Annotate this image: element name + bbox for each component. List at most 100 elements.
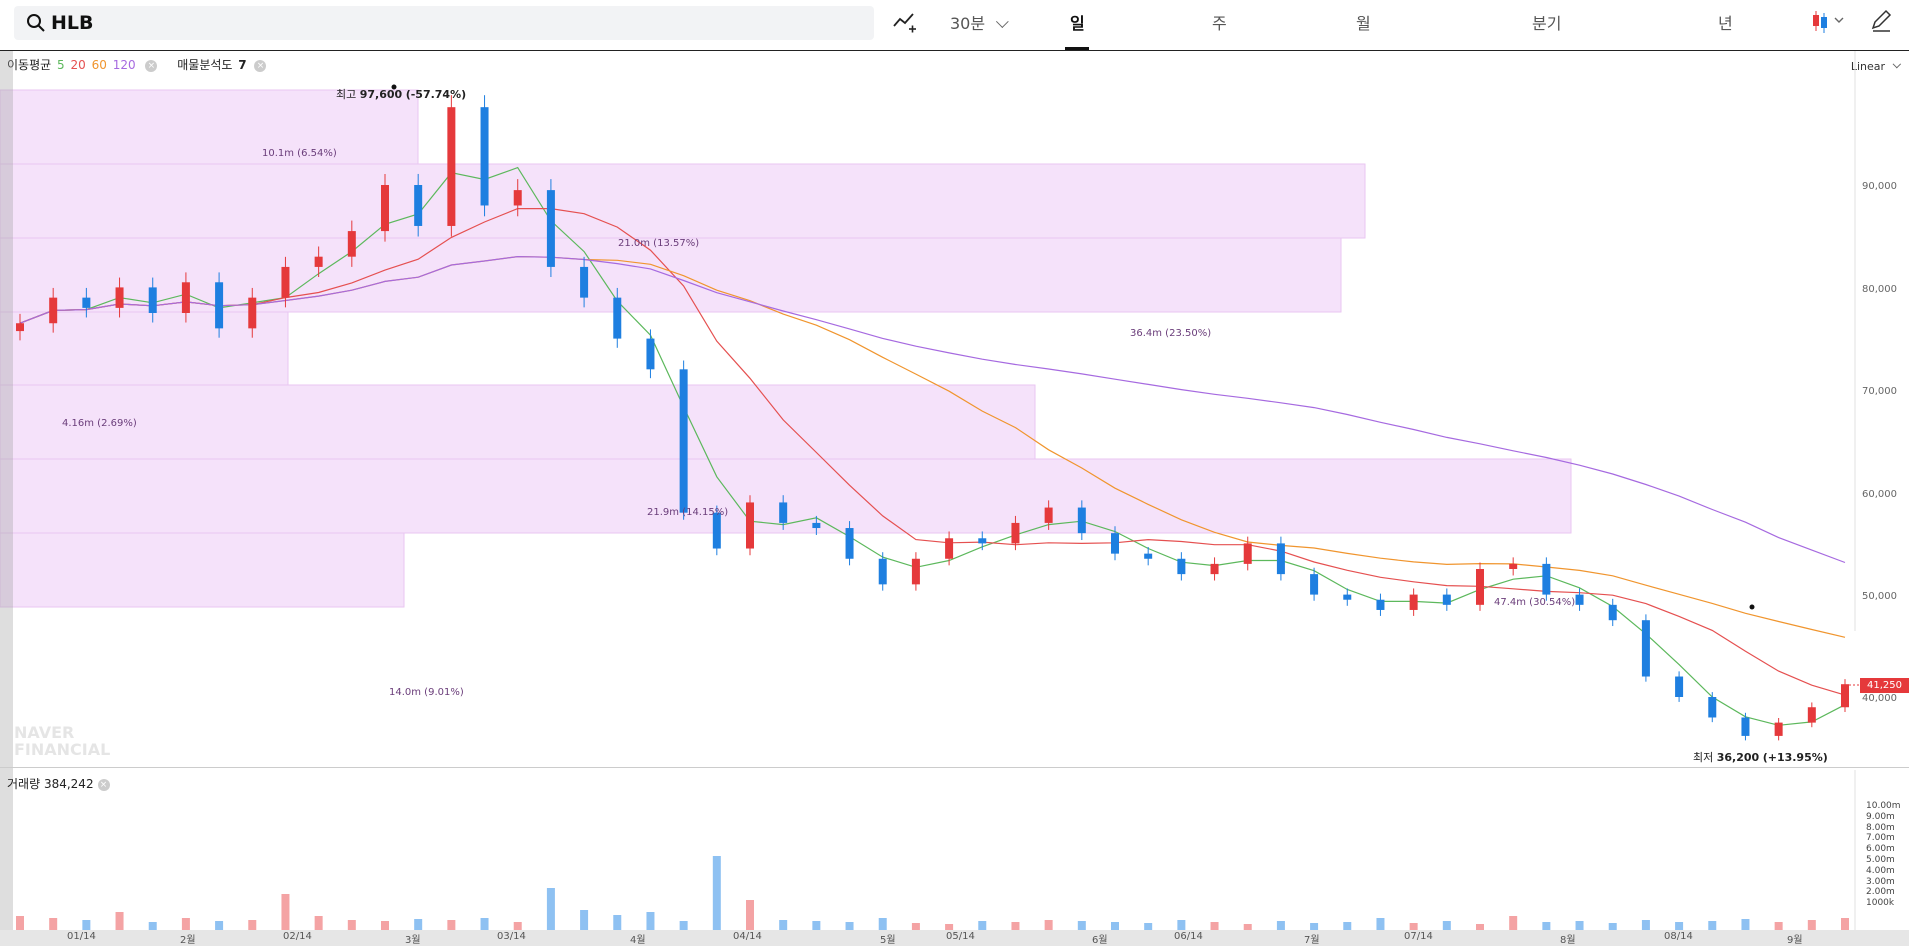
candle-body bbox=[878, 558, 887, 585]
candles bbox=[16, 95, 1849, 741]
time-tick: 8월 bbox=[1560, 935, 1576, 946]
candle-body bbox=[1011, 522, 1020, 544]
candle-body bbox=[1111, 533, 1119, 554]
profile-bar bbox=[0, 163, 1366, 239]
search-box[interactable]: HLB bbox=[14, 6, 874, 40]
interval-dropdown[interactable]: 30분 bbox=[950, 10, 1009, 34]
chevron-down-icon bbox=[996, 15, 1009, 29]
profile-label: 14.0m (9.01%) bbox=[389, 687, 464, 698]
volume-bar bbox=[1608, 923, 1617, 930]
volume-bar bbox=[1575, 921, 1584, 930]
ma-line-20 bbox=[19, 208, 1846, 696]
candle-body bbox=[1841, 684, 1849, 708]
candle-body bbox=[1343, 594, 1352, 600]
volume-bar bbox=[148, 922, 157, 930]
candle-body bbox=[1210, 563, 1219, 575]
candle-body bbox=[248, 297, 257, 329]
time-tick: 3월 bbox=[405, 935, 421, 946]
candle-body bbox=[1243, 543, 1252, 564]
volume-bar bbox=[845, 922, 854, 930]
time-tick: 2월 bbox=[180, 935, 196, 946]
search-input[interactable]: HLB bbox=[51, 12, 94, 34]
volume-bar bbox=[1774, 922, 1783, 930]
tab-day[interactable]: 일 bbox=[1070, 14, 1085, 33]
profile-label: 21.0m (13.57%) bbox=[618, 238, 700, 249]
volume-bar bbox=[646, 912, 655, 930]
close-icon[interactable]: × bbox=[254, 60, 267, 72]
ma-line-120 bbox=[19, 255, 1846, 564]
watermark-line: FINANCIAL bbox=[14, 740, 111, 759]
ma-legend-label: 이동평균 bbox=[7, 58, 52, 72]
candle-body bbox=[1177, 558, 1186, 575]
ma-period-120: 120 bbox=[112, 58, 136, 72]
pencil-icon[interactable] bbox=[1868, 8, 1894, 34]
profile-label: 10.1m (6.54%) bbox=[262, 148, 337, 159]
time-tick: 06/14 bbox=[1174, 931, 1203, 942]
time-tick: 04/14 bbox=[733, 931, 762, 942]
volume-tick: 5.00m bbox=[1866, 855, 1895, 865]
volume-bar bbox=[945, 924, 954, 930]
volume-bar bbox=[1077, 921, 1086, 930]
time-tick: 05/14 bbox=[946, 931, 975, 942]
scale-mode-dropdown[interactable]: Linear bbox=[1851, 59, 1902, 73]
volume-profile bbox=[0, 89, 1572, 608]
low-annotation: 최저 36,200 (+13.95%) bbox=[1693, 749, 1828, 765]
tab-week[interactable]: 주 bbox=[1212, 14, 1227, 33]
tab-year[interactable]: 년 bbox=[1718, 14, 1733, 33]
volume-bar bbox=[779, 920, 788, 930]
volume-bar bbox=[215, 921, 224, 930]
candle-body bbox=[148, 287, 157, 313]
tab-month[interactable]: 월 bbox=[1356, 14, 1371, 33]
pane-divider[interactable] bbox=[0, 767, 1909, 768]
candle-body bbox=[746, 502, 754, 549]
close-icon[interactable]: × bbox=[145, 60, 158, 72]
profile-label: 21.9m (14.15%) bbox=[647, 507, 729, 518]
high-annotation: 최고 97,600 (-57.74%) bbox=[336, 86, 466, 102]
candle-body bbox=[1509, 563, 1518, 569]
volume-tick: 4.00m bbox=[1866, 865, 1895, 876]
naver-financial-watermark: NAVER FINANCIAL bbox=[14, 724, 110, 758]
moving-average-lines bbox=[19, 166, 1846, 726]
high-marker bbox=[391, 84, 397, 90]
candle-body bbox=[646, 338, 655, 370]
volume-legend: 거래량 384,242 × bbox=[7, 775, 110, 792]
volume-bar bbox=[49, 918, 58, 930]
low-marker bbox=[1749, 604, 1755, 610]
volume-bar bbox=[115, 912, 124, 930]
profile-bar bbox=[0, 311, 289, 387]
volume-chart[interactable] bbox=[0, 770, 1909, 930]
time-tick: 5월 bbox=[880, 935, 896, 946]
chart-draw-icon[interactable] bbox=[892, 8, 918, 34]
volume-bar bbox=[1243, 924, 1252, 930]
volume-bar bbox=[1276, 921, 1285, 930]
price-chart[interactable] bbox=[0, 51, 1909, 767]
volume-bar bbox=[480, 918, 489, 930]
top-toolbar: HLB 30분 일 주 월 분기 년 bbox=[0, 0, 1909, 51]
volume-tick: 9.00m bbox=[1866, 811, 1895, 822]
candle-body bbox=[945, 538, 954, 559]
active-tab-indicator bbox=[1065, 47, 1089, 50]
candle-body bbox=[1641, 620, 1650, 677]
ma-period-60: 60 bbox=[91, 58, 107, 72]
volume-bar bbox=[1376, 918, 1385, 930]
candle-body bbox=[314, 256, 323, 267]
volume-bar bbox=[1542, 922, 1551, 930]
candle-body bbox=[845, 528, 854, 559]
candle-body bbox=[679, 369, 688, 513]
price-tick: 70,000 bbox=[1862, 386, 1897, 397]
volume-bar bbox=[381, 921, 389, 930]
candle-body bbox=[812, 522, 821, 529]
volume-bar bbox=[712, 856, 721, 930]
candle-body bbox=[1774, 722, 1783, 736]
tab-quarter[interactable]: 분기 bbox=[1532, 14, 1562, 33]
profile-label: 4.16m (2.69%) bbox=[62, 418, 137, 429]
candle-body bbox=[1376, 599, 1385, 610]
low-pct: (+13.95%) bbox=[1762, 751, 1828, 764]
candlestick-icon[interactable] bbox=[1810, 8, 1846, 34]
candle-body bbox=[1144, 553, 1153, 559]
watermark-line: NAVER bbox=[14, 723, 75, 742]
close-icon[interactable]: × bbox=[97, 779, 110, 791]
low-value: 36,200 bbox=[1716, 751, 1760, 764]
price-tick: 50,000 bbox=[1862, 591, 1897, 602]
volume-tick: 3.00m bbox=[1866, 876, 1895, 887]
